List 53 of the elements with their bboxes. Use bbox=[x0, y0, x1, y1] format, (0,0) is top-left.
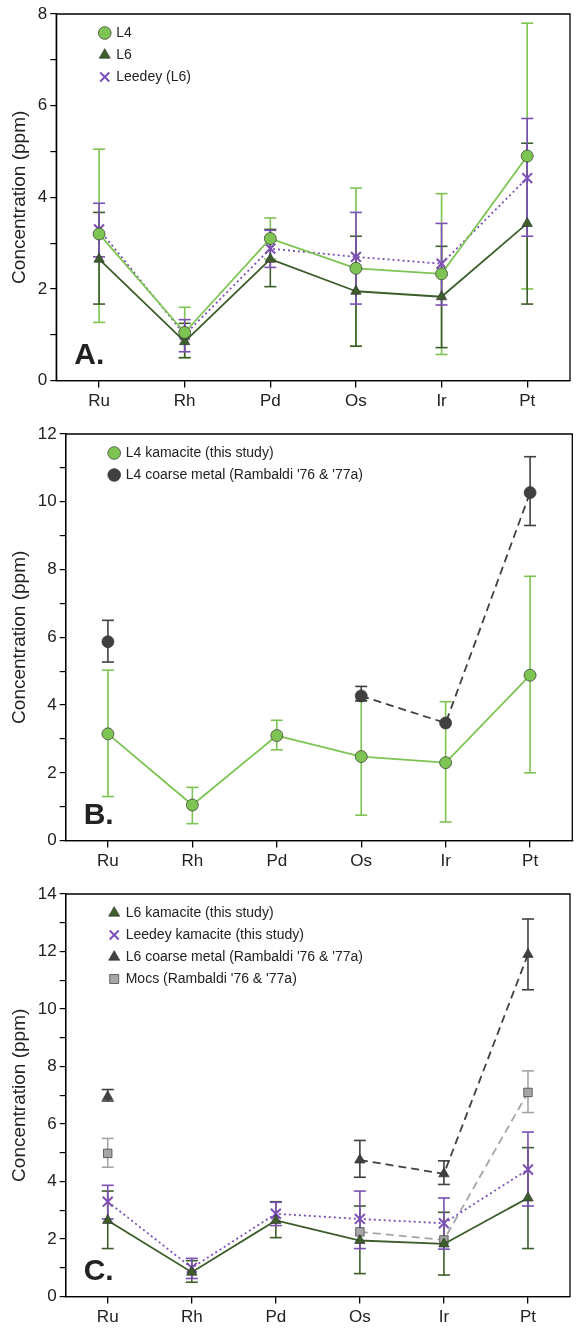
legend-label: L4 bbox=[116, 23, 133, 40]
y-tick-label: 12 bbox=[37, 423, 57, 443]
x-tick-label: Ru bbox=[97, 851, 119, 871]
y-tick-label: 2 bbox=[47, 762, 57, 782]
x-tick-label: Ir bbox=[436, 391, 448, 411]
y-tick-label: 8 bbox=[37, 3, 48, 23]
x-tick-label: Rh bbox=[173, 391, 196, 411]
y-tick-label: 2 bbox=[37, 278, 48, 298]
legend-label: Leedey kamacite (this study) bbox=[125, 925, 304, 942]
y-tick-label: 0 bbox=[47, 1286, 57, 1306]
x-tick-label: Ir bbox=[440, 851, 452, 871]
x-tick-label: Ir bbox=[438, 1307, 450, 1327]
y-tick-label: 14 bbox=[37, 883, 57, 903]
legend-label: L4 kamacite (this study) bbox=[125, 443, 274, 460]
x-tick-label: Pt bbox=[519, 1307, 537, 1327]
y-tick-label: 4 bbox=[47, 694, 57, 714]
annotation: A. bbox=[74, 336, 105, 370]
annotation: C. bbox=[83, 1252, 114, 1286]
legend-label: Mocs (Rambaldi '76 & '77a) bbox=[125, 969, 297, 986]
x-tick-label: Rh bbox=[180, 1307, 203, 1327]
x-tick-label: Ru bbox=[88, 391, 110, 411]
y-tick-label: 6 bbox=[47, 626, 57, 646]
x-tick-label: Pd bbox=[265, 1307, 287, 1327]
y-tick-label: 0 bbox=[37, 370, 48, 390]
y-tick-label: 4 bbox=[37, 186, 48, 206]
y-tick-label: 8 bbox=[47, 559, 57, 579]
x-tick-label: Os bbox=[349, 1307, 371, 1327]
legend-label: L6 coarse metal (Rambaldi '76 & '77a) bbox=[125, 947, 363, 964]
y-axis-title: Concentration (ppm) bbox=[7, 550, 29, 724]
y-tick-label: 4 bbox=[47, 1171, 57, 1191]
legend-label: Leedey (L6) bbox=[116, 67, 191, 84]
legend-label: L6 bbox=[116, 45, 133, 62]
y-axis-title: Concentration (ppm) bbox=[7, 1008, 29, 1182]
annotation: B. bbox=[83, 796, 114, 830]
x-tick-label: Rh bbox=[181, 851, 204, 871]
y-tick-label: 10 bbox=[37, 998, 57, 1018]
y-axis-title: Concentration (ppm) bbox=[7, 110, 29, 284]
x-tick-label: Pt bbox=[519, 391, 536, 411]
x-tick-label: Pt bbox=[522, 851, 539, 871]
y-tick-label: 6 bbox=[37, 95, 48, 115]
y-tick-label: 2 bbox=[47, 1228, 57, 1248]
x-tick-label: Os bbox=[350, 851, 373, 871]
y-tick-label: 0 bbox=[47, 830, 57, 850]
legend-label: L6 kamacite (this study) bbox=[125, 903, 274, 920]
y-tick-label: 6 bbox=[47, 1113, 57, 1133]
x-tick-label: Pd bbox=[259, 391, 281, 411]
legend-label: L4 coarse metal (Rambaldi '76 & '77a) bbox=[125, 465, 363, 482]
y-tick-label: 12 bbox=[37, 941, 57, 961]
x-tick-label: Os bbox=[345, 391, 367, 411]
y-tick-label: 10 bbox=[37, 491, 57, 511]
x-tick-label: Pd bbox=[266, 851, 288, 871]
y-tick-label: 8 bbox=[47, 1056, 57, 1076]
x-tick-label: Ru bbox=[96, 1307, 119, 1327]
